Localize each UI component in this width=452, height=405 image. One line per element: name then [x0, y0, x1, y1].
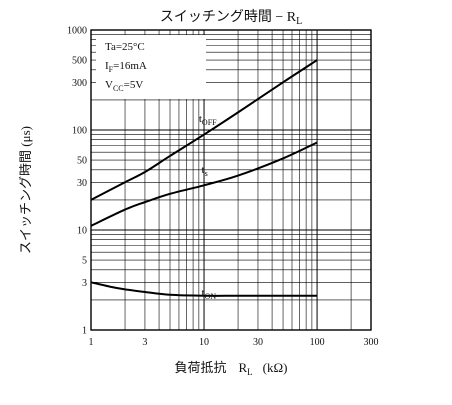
plot-frame [90, 29, 372, 331]
y-tick-label: 3 [82, 278, 87, 289]
series-line-ts [90, 141, 318, 227]
series-line-toff [90, 59, 318, 201]
chart-title-sub: L [296, 16, 302, 27]
chart-title: スイッチング時間 − RL [160, 9, 302, 27]
x-axis-label-unit: (kΩ) [263, 360, 288, 375]
series-line-ton [90, 281, 318, 297]
conditions-box [96, 35, 206, 99]
y-tick-label: 10 [77, 226, 87, 237]
x-axis-label-sub: L [247, 367, 253, 377]
condition-label: Ta=25°C [105, 41, 145, 53]
y-tick-label: 1000 [67, 26, 87, 37]
series-label-ton: tON [202, 287, 217, 301]
condition-label: VCC=5V [105, 79, 143, 93]
series-group: tOFF ts tON [90, 59, 318, 301]
x-axis-label: 負荷抵抗 RL (kΩ) [174, 360, 287, 377]
x-tick-label: 100 [310, 337, 325, 348]
x-tick-label: 1 [89, 337, 94, 348]
x-axis-label-prefix: 負荷抵抗 [174, 360, 226, 375]
x-tick-label: 10 [199, 337, 209, 348]
y-tick-label: 50 [77, 156, 87, 167]
condition-label: IF=16mA [105, 60, 147, 74]
y-tick-label: 100 [72, 126, 87, 137]
x-axis-label-symbol: R [239, 360, 248, 375]
y-tick-label: 1 [82, 326, 87, 337]
y-tick-label: 30 [77, 178, 87, 189]
x-tick-label: 30 [253, 337, 263, 348]
series-label-toff: tOFF [199, 113, 217, 127]
annotations: Ta=25°C IF=16mA VCC=5V [96, 35, 206, 99]
chart-title-main: スイッチング時間 − R [160, 9, 297, 25]
tick-labels: 1 3 10 30 100 300 1 3 5 10 30 50 100 300 500 1000 [67, 26, 379, 349]
x-tick-label: 3 [142, 337, 147, 348]
x-tick-label: 300 [364, 337, 379, 348]
series-label-ts: ts [202, 164, 208, 178]
y-axis-label: スイッチング時間 (μs) [18, 126, 33, 254]
y-tick-label: 300 [72, 78, 87, 89]
y-tick-label: 500 [72, 56, 87, 67]
y-tick-label: 5 [82, 256, 87, 267]
